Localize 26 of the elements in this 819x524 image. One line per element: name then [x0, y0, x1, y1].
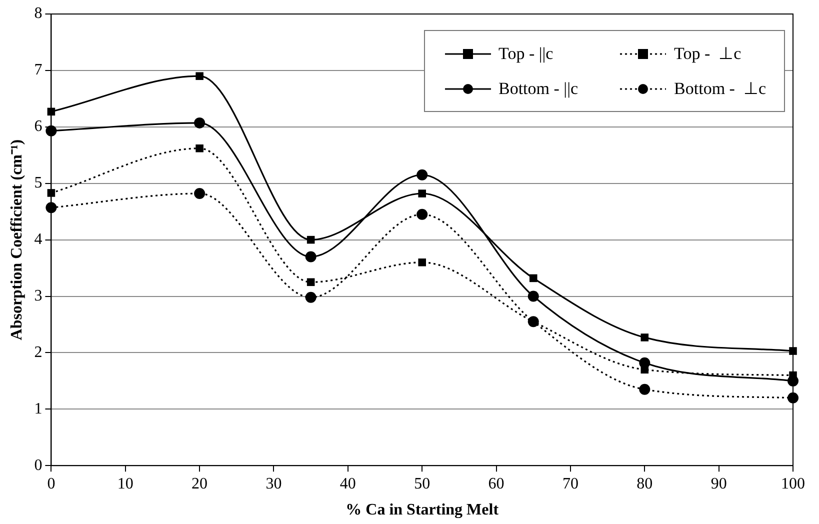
- legend-label: Top - ⊥c: [674, 43, 742, 64]
- x-axis-title: % Ca in Starting Melt: [346, 502, 500, 519]
- x-tick-label: 40: [340, 475, 356, 492]
- x-tick-label: 100: [781, 475, 805, 492]
- y-tick-label: 6: [34, 118, 42, 136]
- y-tick-label: 8: [34, 5, 42, 22]
- legend-label: Bottom - ||c: [498, 78, 578, 98]
- y-tick-label: 0: [34, 456, 42, 474]
- x-tick-label: 80: [636, 475, 653, 492]
- y-axis-title: Absorption Coefficient (cm⁻¹): [8, 139, 26, 340]
- y-tick-label: 7: [34, 62, 42, 79]
- x-tick-label: 0: [47, 475, 56, 492]
- y-tick-label: 2: [34, 344, 42, 361]
- x-tick-label: 10: [117, 475, 134, 492]
- x-tick-label: 30: [266, 475, 282, 492]
- legend-label: Top - ||c: [498, 44, 554, 64]
- x-tick-label: 50: [414, 475, 430, 492]
- legend-label: Bottom - ⊥c: [674, 78, 766, 99]
- y-tick-label: 3: [34, 287, 42, 304]
- y-tick-label: 1: [34, 400, 42, 418]
- y-tick-label: 5: [34, 174, 42, 192]
- x-tick-label: 90: [710, 475, 727, 492]
- x-tick-label: 20: [192, 475, 208, 492]
- x-tick-label: 70: [562, 475, 578, 492]
- x-tick-label: 60: [488, 475, 504, 492]
- y-tick-label: 4: [34, 231, 42, 248]
